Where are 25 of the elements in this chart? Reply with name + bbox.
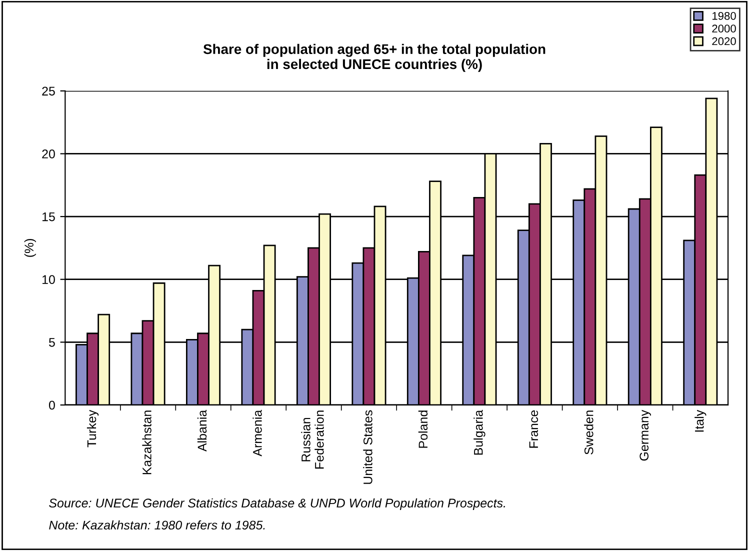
- source-note: Source: UNECE Gender Statistics Database & UNPD World Population Prospects.: [49, 498, 505, 510]
- x-tick-label: Sweden: [584, 410, 594, 454]
- x-tick-label: Poland: [418, 410, 428, 448]
- x-tick-label: United States: [363, 410, 372, 484]
- y-tick-label: 20: [42, 150, 55, 158]
- legend-label: 2020: [712, 37, 736, 46]
- y-tick-label: 5: [48, 338, 55, 347]
- x-tick-label: France: [529, 410, 538, 448]
- y-axis-title: (%): [24, 239, 36, 257]
- x-tick-label: Kazakhstan: [142, 410, 152, 474]
- x-tick-label: Russian Federation: [301, 410, 324, 469]
- chart-title: Share of population aged 65+ in the total population in selected UNECE countries (%): [203, 44, 546, 72]
- y-tick-label: 0: [48, 400, 55, 410]
- legend-label: 2000: [712, 24, 736, 33]
- x-tick-label: Albania: [197, 410, 207, 452]
- x-tick-label: Turkey: [86, 410, 99, 448]
- legend-label: 1980: [712, 12, 736, 20]
- x-tick-label: Armenia: [252, 410, 262, 456]
- x-tick-label: Bulgaria: [474, 410, 486, 455]
- x-tick-label: Germany: [640, 410, 651, 461]
- text: Note: Kazakhstan: 1980 refers to 1985.: [49, 520, 265, 530]
- y-tick-label: 15: [42, 212, 55, 222]
- y-tick-label: 25: [42, 86, 55, 96]
- y-tick-label: 10: [42, 275, 55, 284]
- x-tick-label: Italy: [694, 410, 706, 432]
